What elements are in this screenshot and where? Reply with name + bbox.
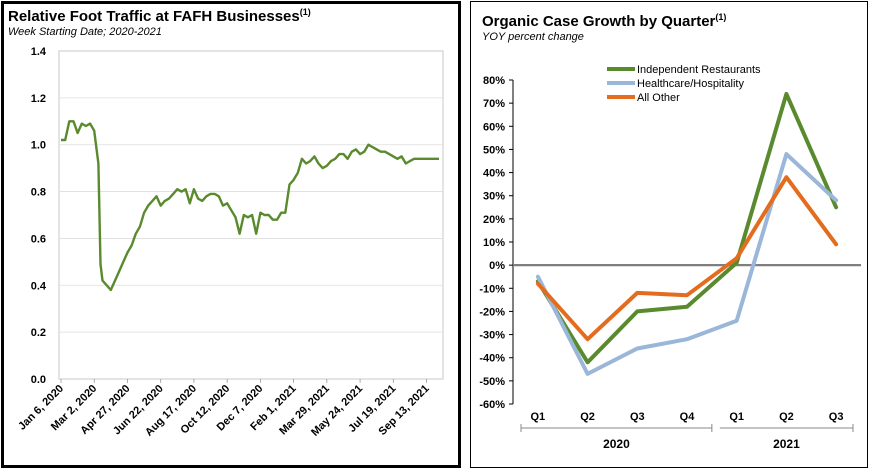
y-tick-label: 60% [483, 121, 505, 133]
case-growth-chart-panel: Organic Case Growth by Quarter(1) YOY pe… [470, 1, 868, 468]
chart-title: Organic Case Growth by Quarter(1) [482, 12, 727, 30]
x-tick-label: Q1 [531, 411, 546, 423]
y-tick-label: 1.4 [31, 46, 47, 58]
x-tick-label: Q4 [680, 411, 696, 423]
legend-label: Independent Restaurants [637, 64, 761, 76]
group-label: 2021 [773, 437, 800, 451]
y-tick-label: 0.8 [31, 187, 46, 199]
y-tick-label: -10% [479, 283, 505, 295]
x-tick-label: Q2 [580, 411, 595, 423]
y-tick-label: 40% [483, 168, 505, 180]
group-label: 2020 [603, 437, 630, 451]
y-tick-label: 0.4 [31, 280, 47, 292]
y-tick-label: -30% [479, 330, 505, 342]
y-tick-label: 10% [483, 237, 505, 249]
x-tick-label: Q3 [829, 411, 844, 423]
y-tick-label: 0% [489, 260, 505, 272]
y-tick-label: 30% [483, 191, 505, 203]
y-tick-label: 0.0 [31, 374, 46, 386]
x-tick-label: Q1 [729, 411, 744, 423]
y-tick-label: 0.2 [31, 327, 46, 339]
series-line [535, 91, 839, 365]
y-tick-label: 1.2 [31, 93, 46, 105]
y-tick-label: 0.6 [31, 233, 46, 245]
chart-title: Relative Foot Traffic at FAFH Businesses… [8, 7, 311, 25]
y-tick-label: 20% [483, 214, 505, 226]
y-tick-label: -60% [479, 399, 505, 411]
y-tick-label: 80% [483, 75, 505, 87]
foot-traffic-chart-panel: Relative Foot Traffic at FAFH Businesses… [1, 1, 461, 468]
foot-traffic-line [61, 120, 439, 292]
chart-subtitle: YOY percent change [482, 31, 584, 43]
y-tick-label: 50% [483, 144, 505, 156]
y-tick-label: -20% [479, 306, 505, 318]
plot-area-border [58, 50, 444, 380]
series-line [535, 175, 839, 342]
case-growth-plot: -60% -50% -40% -30% -20% -10% 0% 10% 20% 30% 40% 50… [479, 64, 861, 451]
chart-subtitle: Week Starting Date; 2020-2021 [8, 26, 162, 38]
y-tick-label: -50% [479, 376, 505, 388]
legend-label: All Other [637, 92, 680, 104]
y-tick-label: 70% [483, 98, 505, 110]
x-tick-label: Q3 [630, 411, 645, 423]
legend-label: Healthcare/Hospitality [637, 78, 744, 90]
y-tick-label: 1.0 [31, 140, 46, 152]
x-tick-label: Q2 [779, 411, 794, 423]
y-tick-label: -40% [479, 353, 505, 365]
series-line [535, 152, 839, 376]
